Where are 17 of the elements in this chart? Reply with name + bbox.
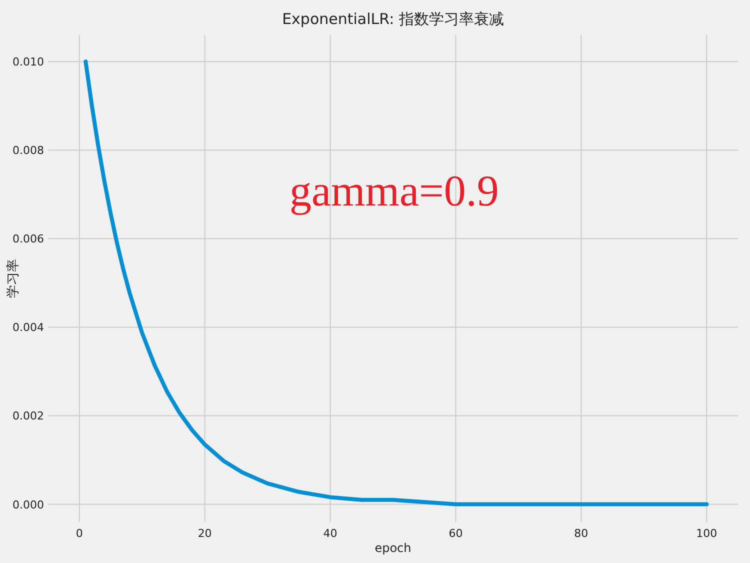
y-tick-label: 0.000 xyxy=(12,498,44,512)
x-tick-label: 80 xyxy=(574,527,588,540)
y-tick-label: 0.008 xyxy=(12,144,44,158)
x-tick-label: 20 xyxy=(198,527,212,540)
y-tick-label: 0.006 xyxy=(12,232,44,246)
x-tick-label: 60 xyxy=(448,527,463,540)
x-tick-label: 100 xyxy=(696,527,718,540)
x-tick-label: 40 xyxy=(323,527,338,540)
chart-title: ExponentialLR: 指数学习率衰减 xyxy=(282,10,504,28)
line-series xyxy=(84,60,709,506)
annotation: gamma=0.9 xyxy=(290,166,499,216)
y-tick-label: 0.004 xyxy=(12,321,44,334)
x-axis-title: epoch xyxy=(374,541,412,555)
x-tick-label: 0 xyxy=(76,527,83,540)
y-tick-label: 0.010 xyxy=(12,56,44,69)
y-tick-label: 0.002 xyxy=(12,410,44,423)
y-axis-title: 学习率 xyxy=(5,259,21,298)
